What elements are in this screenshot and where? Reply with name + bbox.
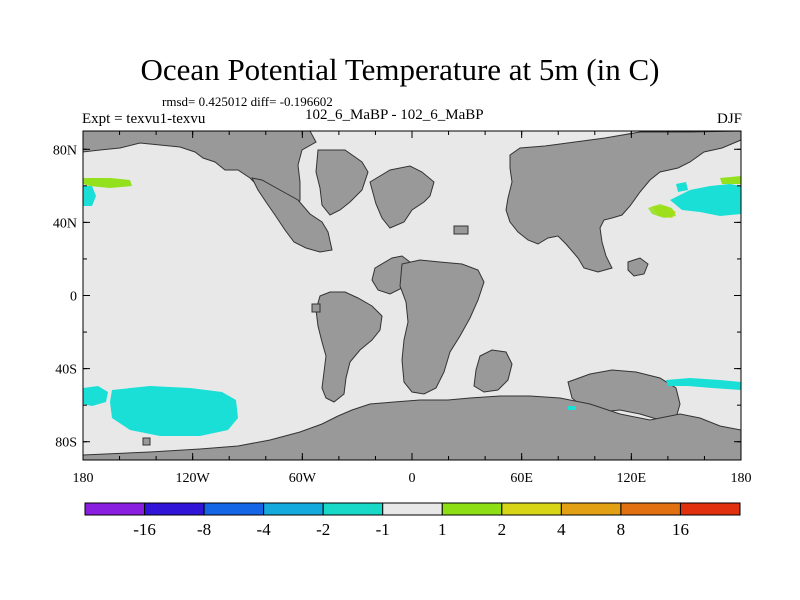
land-island-atlantic [311, 303, 321, 313]
land-europe [369, 165, 435, 229]
colorbar-box [203, 502, 265, 516]
y-tick-label: 40N [53, 216, 77, 231]
anomaly-southern-indian [666, 378, 741, 390]
y-tick-label: 40S [55, 363, 77, 378]
anomaly-southern-pacific-west [83, 386, 108, 406]
anomaly-north-pacific [670, 184, 741, 216]
land-north-america [82, 130, 317, 216]
land-africa [399, 259, 485, 395]
anomaly-north-pacific-small [676, 182, 688, 192]
anomaly-pacific-north-warm [720, 176, 741, 184]
colorbar-box [263, 502, 324, 516]
anomaly-patches [83, 176, 741, 436]
colorbar-label: -16 [133, 520, 156, 539]
season-label: DJF [716, 111, 742, 127]
colorbar-box [620, 502, 681, 516]
colorbar-label: -4 [257, 520, 272, 539]
y-tick-label: 80N [53, 143, 77, 158]
map-axes: 180 120W 60W 0 60E 120E 180 80N 40N 0 40S 80S [53, 131, 752, 486]
land-south-america [315, 291, 383, 403]
land-greenland [315, 149, 369, 216]
x-tick-label: 120W [176, 471, 211, 486]
land-madagascar [473, 349, 513, 393]
x-tick-label: 0 [409, 471, 416, 486]
colorbar-label: 1 [438, 520, 447, 539]
land-island-asia [627, 257, 649, 277]
x-tick-label: 60E [510, 471, 533, 486]
colorbar-box [501, 502, 562, 516]
colorbar: -16 -8 -4 -2 -1 1 2 4 8 16 [84, 502, 741, 539]
colorbar-box [84, 502, 146, 516]
land-north-america-east [251, 177, 333, 253]
colorbar-label: -8 [197, 520, 211, 539]
anomaly-southern-pacific [110, 386, 238, 436]
colorbar-box [382, 502, 443, 516]
anomaly-atlantic-north-warm [83, 178, 132, 188]
colorbar-label: -1 [376, 520, 390, 539]
colorbar-box [144, 502, 205, 516]
land-masses [82, 130, 742, 461]
y-tick-label: 80S [55, 436, 77, 451]
colorbar-box [560, 502, 622, 516]
colorbar-box [322, 502, 384, 516]
colorbar-label: -2 [316, 520, 330, 539]
y-tick-label: 0 [70, 290, 77, 305]
colorbar-label: 4 [557, 520, 566, 539]
colorbar-box [441, 502, 503, 516]
stats-text: rmsd= 0.425012 diff= -0.196602 [162, 94, 333, 109]
anomaly-north-atlantic-west [83, 186, 96, 206]
land-eurasia [505, 130, 742, 273]
anomaly-pacific-warm-1-2 [648, 204, 676, 218]
colorbar-label: 16 [672, 520, 689, 539]
land-island-indian [453, 225, 469, 235]
map-title: Ocean Potential Temperature at 5m (in C) [140, 52, 660, 87]
experiment-label: Expt = texvu1-texvu [82, 111, 206, 127]
x-tick-label: 180 [731, 471, 752, 486]
land-antarctica [82, 395, 742, 461]
x-tick-label: 120E [617, 471, 647, 486]
colorbar-label: 2 [498, 520, 507, 539]
x-tick-label: 60W [289, 471, 317, 486]
colorbar-label: 8 [617, 520, 626, 539]
anomaly-southern-indian-small [568, 406, 576, 410]
x-tick-label: 180 [73, 471, 94, 486]
land-island-pacific [142, 437, 151, 446]
colorbar-box [679, 502, 741, 516]
map-subtitle: 102_6_MaBP - 102_6_MaBP [305, 107, 484, 123]
